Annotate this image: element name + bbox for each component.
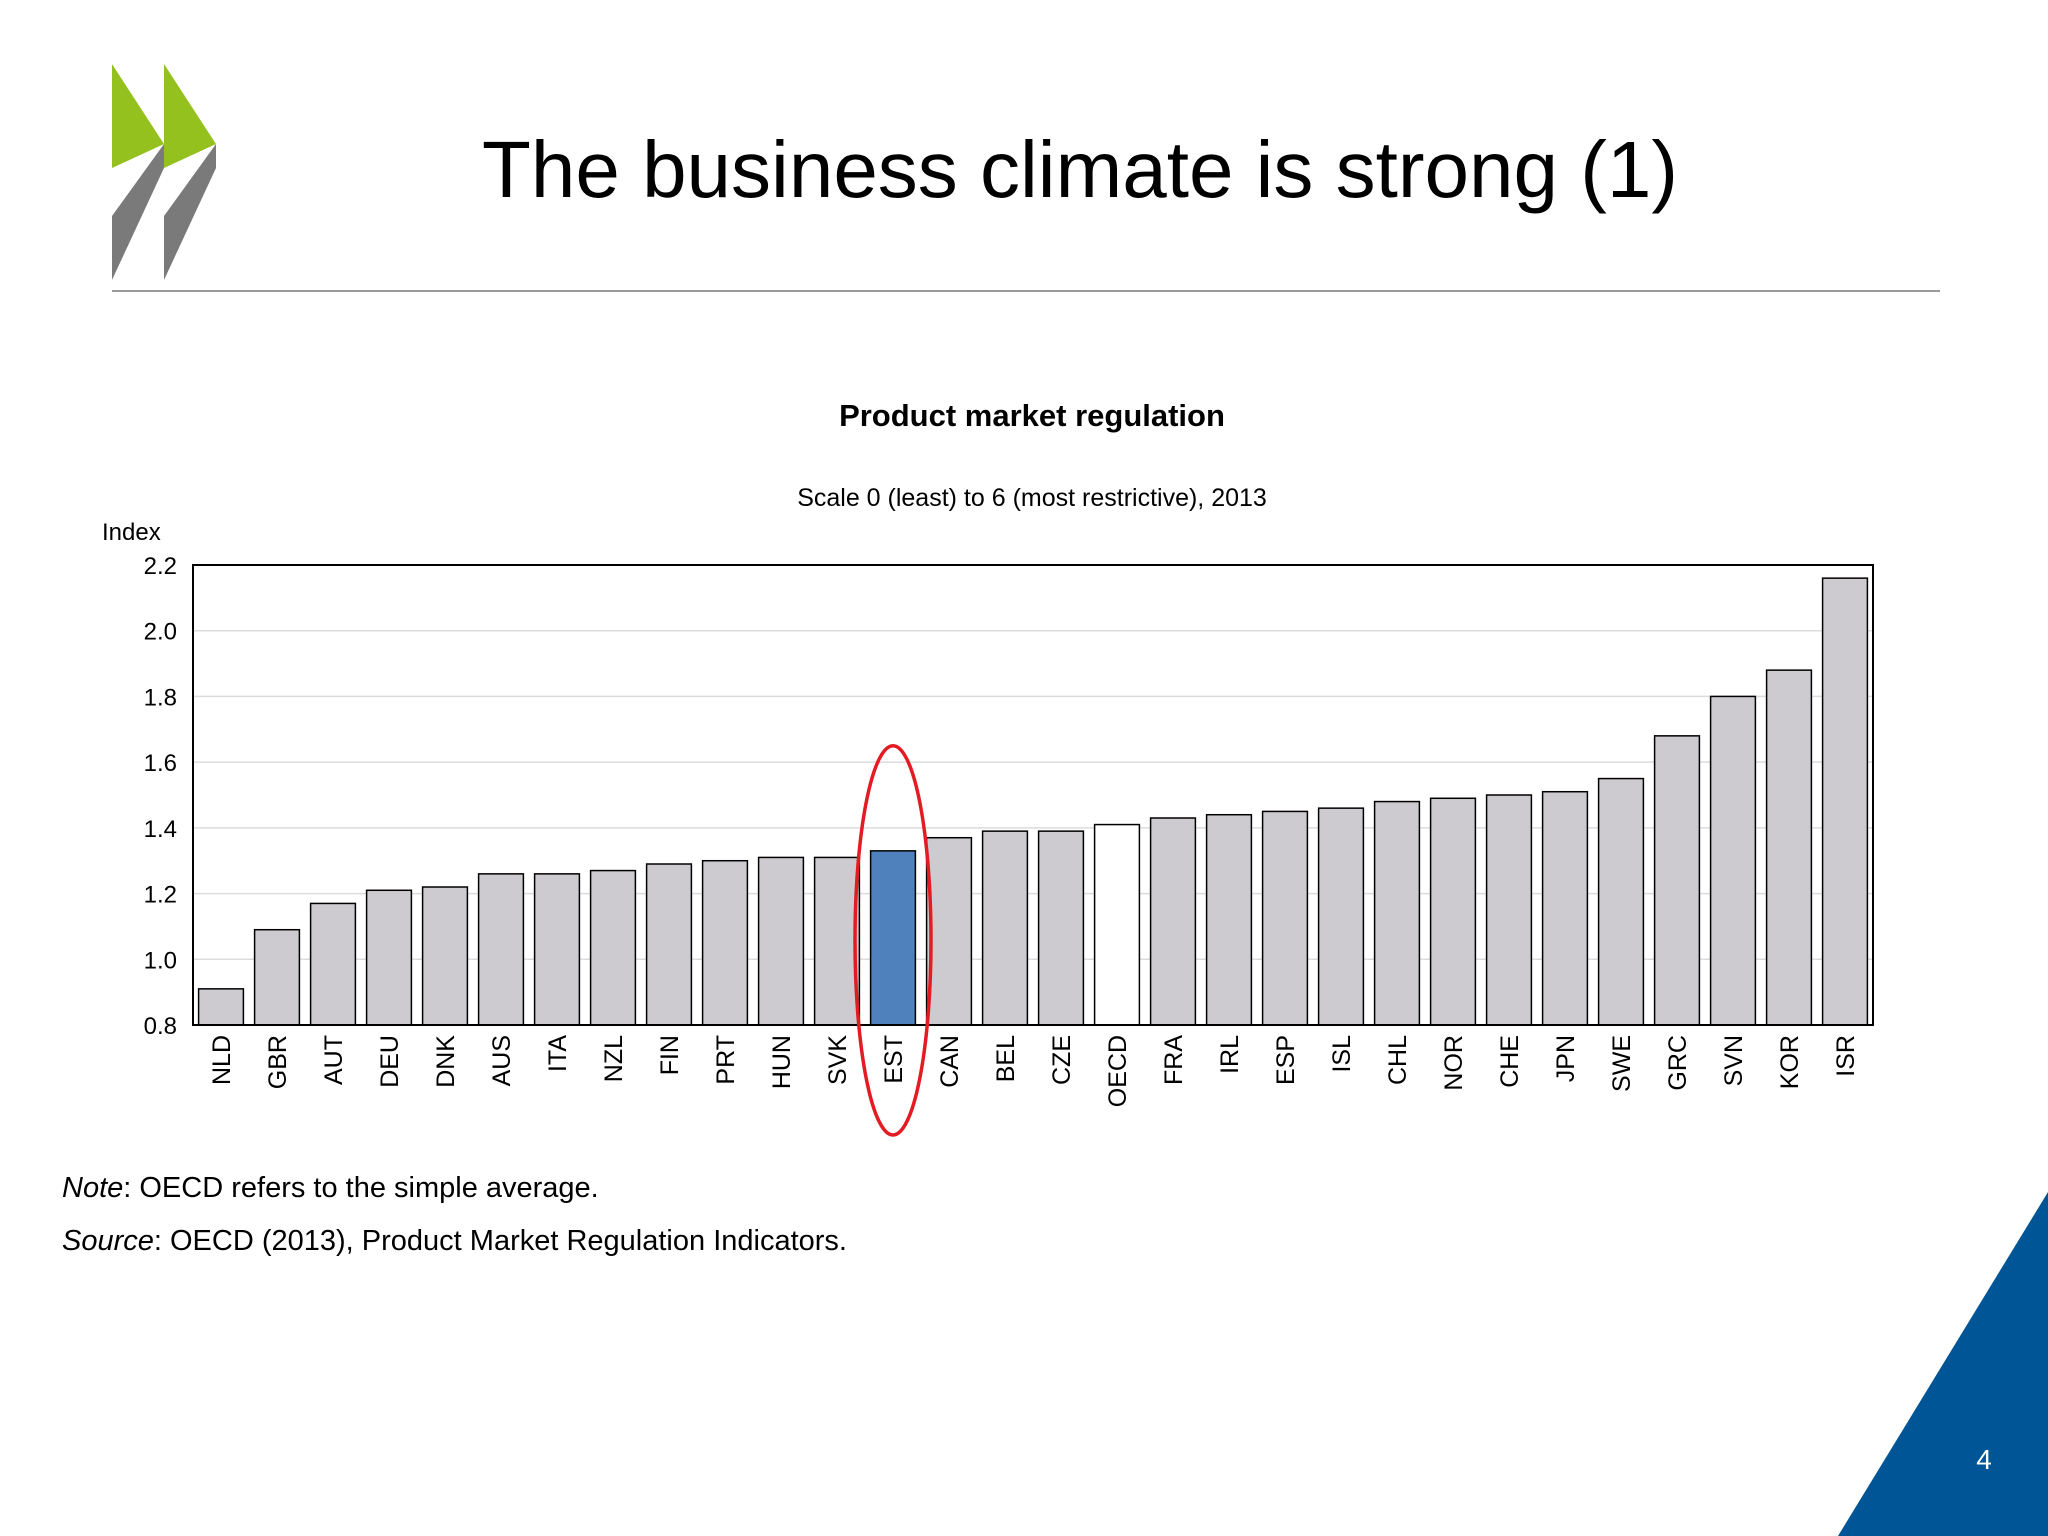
x-tick-label-aus: AUS	[488, 1035, 516, 1086]
bar-aut	[309, 902, 357, 1026]
y-tick-label: 1.0	[144, 947, 177, 974]
x-tick-label-kor: KOR	[1776, 1035, 1804, 1089]
bar-gbr	[253, 928, 301, 1026]
gridlines	[193, 629, 1873, 961]
bar-isr	[1821, 577, 1869, 1026]
x-tick-label-svk: SVK	[824, 1035, 852, 1085]
x-tick-label-isr: ISR	[1832, 1035, 1860, 1077]
note-text: : OECD refers to the simple average.	[123, 1172, 599, 1204]
x-tick-label-che: CHE	[1496, 1035, 1524, 1088]
note-label: Note	[62, 1172, 124, 1204]
logo-chevron-green-left	[112, 64, 164, 168]
bar-fin	[645, 863, 693, 1026]
x-tick-label-isl: ISL	[1328, 1035, 1356, 1073]
bars	[197, 577, 1869, 1026]
source-text: : OECD (2013), Product Market Regulation…	[153, 1225, 847, 1257]
bar-prt	[701, 859, 749, 1026]
x-tick-label-fin: FIN	[656, 1035, 684, 1075]
x-tick-label-deu: DEU	[376, 1035, 404, 1088]
x-tick-label-bel: BEL	[992, 1035, 1020, 1082]
bar-dnk	[421, 886, 469, 1026]
plot-area-frame	[192, 564, 1874, 1026]
y-tick-labels: 0.8 1.0 1.2 1.4 1.6 1.8 2.0 2.2	[144, 553, 177, 1040]
bar-bel	[981, 830, 1029, 1026]
x-tick-label-chl: CHL	[1384, 1035, 1412, 1085]
bar-cze	[1037, 830, 1085, 1026]
bar-can	[925, 836, 973, 1026]
bar-esp	[1261, 810, 1309, 1026]
source-label: Source	[62, 1225, 154, 1257]
x-tick-label-jpn: JPN	[1552, 1035, 1580, 1082]
chart-title: Product market regulation	[839, 398, 1225, 433]
oecd-logo	[112, 64, 216, 280]
chart-subtitle: Scale 0 (least) to 6 (most restrictive),…	[797, 484, 1267, 512]
bar-aus	[477, 873, 525, 1026]
bar-svn	[1709, 695, 1757, 1026]
x-tick-label-esp: ESP	[1272, 1035, 1300, 1085]
bar-irl	[1205, 813, 1253, 1026]
x-tick-label-swe: SWE	[1608, 1035, 1636, 1092]
x-tick-label-nor: NOR	[1440, 1035, 1468, 1091]
x-tick-label-ita: ITA	[544, 1035, 572, 1072]
bar-nld	[197, 988, 245, 1026]
bar-nor	[1429, 797, 1477, 1026]
bar-isl	[1317, 807, 1365, 1026]
chart-notes: Note: OECD refers to the simple average.…	[62, 1162, 847, 1268]
bar-nzl	[589, 869, 637, 1026]
bar-est	[869, 850, 917, 1026]
x-tick-label-dnk: DNK	[432, 1035, 460, 1088]
bar-svk	[813, 856, 861, 1026]
x-tick-label-svn: SVN	[1720, 1035, 1748, 1086]
x-tick-label-nzl: NZL	[600, 1035, 628, 1082]
x-tick-label-cze: CZE	[1048, 1035, 1076, 1085]
x-tick-label-prt: PRT	[712, 1035, 740, 1085]
y-axis-label: Index	[102, 519, 161, 546]
bar-swe	[1597, 777, 1645, 1026]
note-line: Note: OECD refers to the simple average.	[62, 1162, 847, 1215]
slide-title: The business climate is strong (1)	[481, 125, 1678, 214]
corner-triangle	[1838, 1192, 2048, 1536]
y-tick-label: 0.8	[144, 1013, 177, 1040]
y-tick-label: 1.8	[144, 684, 177, 711]
page-number: 4	[1976, 1444, 1992, 1475]
x-tick-label-irl: IRL	[1216, 1035, 1244, 1074]
x-tick-label-fra: FRA	[1160, 1035, 1188, 1085]
x-tick-label-gbr: GBR	[264, 1035, 292, 1089]
bar-fra	[1149, 817, 1197, 1026]
bar-chl	[1373, 800, 1421, 1026]
bar-che	[1485, 794, 1533, 1026]
bar-jpn	[1541, 790, 1589, 1026]
logo-chevron-grey-right	[164, 144, 216, 280]
bar-ita	[533, 873, 581, 1026]
x-tick-label-grc: GRC	[1664, 1035, 1692, 1091]
x-tick-label-oecd: OECD	[1104, 1035, 1132, 1107]
y-tick-label: 2.0	[144, 619, 177, 646]
y-tick-label: 2.2	[144, 553, 177, 580]
logo-chevron-green-right	[164, 64, 216, 168]
x-tick-label-aut: AUT	[320, 1035, 348, 1085]
x-tick-label-can: CAN	[936, 1035, 964, 1088]
y-tick-label: 1.2	[144, 882, 177, 909]
x-tick-label-hun: HUN	[768, 1035, 796, 1089]
bar-deu	[365, 889, 413, 1026]
bar-grc	[1653, 735, 1701, 1026]
bar-oecd	[1093, 823, 1141, 1026]
x-tick-label-est: EST	[880, 1035, 908, 1084]
x-tick-label-nld: NLD	[208, 1035, 236, 1085]
highlight-circle	[853, 743, 933, 1137]
logo-chevron-grey-left	[112, 144, 164, 280]
source-line: Source: OECD (2013), Product Market Regu…	[62, 1215, 847, 1268]
bar-hun	[757, 856, 805, 1026]
y-tick-label: 1.4	[144, 816, 177, 843]
product-market-regulation-chart: Product market regulation Scale 0 (least…	[102, 398, 1874, 1137]
title-divider	[112, 290, 1940, 292]
x-tick-labels: NLD GBR AUT DEU DNK AUS ITA NZL FIN PRT HUN SVK EST C…	[208, 1035, 1860, 1108]
y-tick-label: 1.6	[144, 750, 177, 777]
bar-kor	[1765, 669, 1813, 1026]
